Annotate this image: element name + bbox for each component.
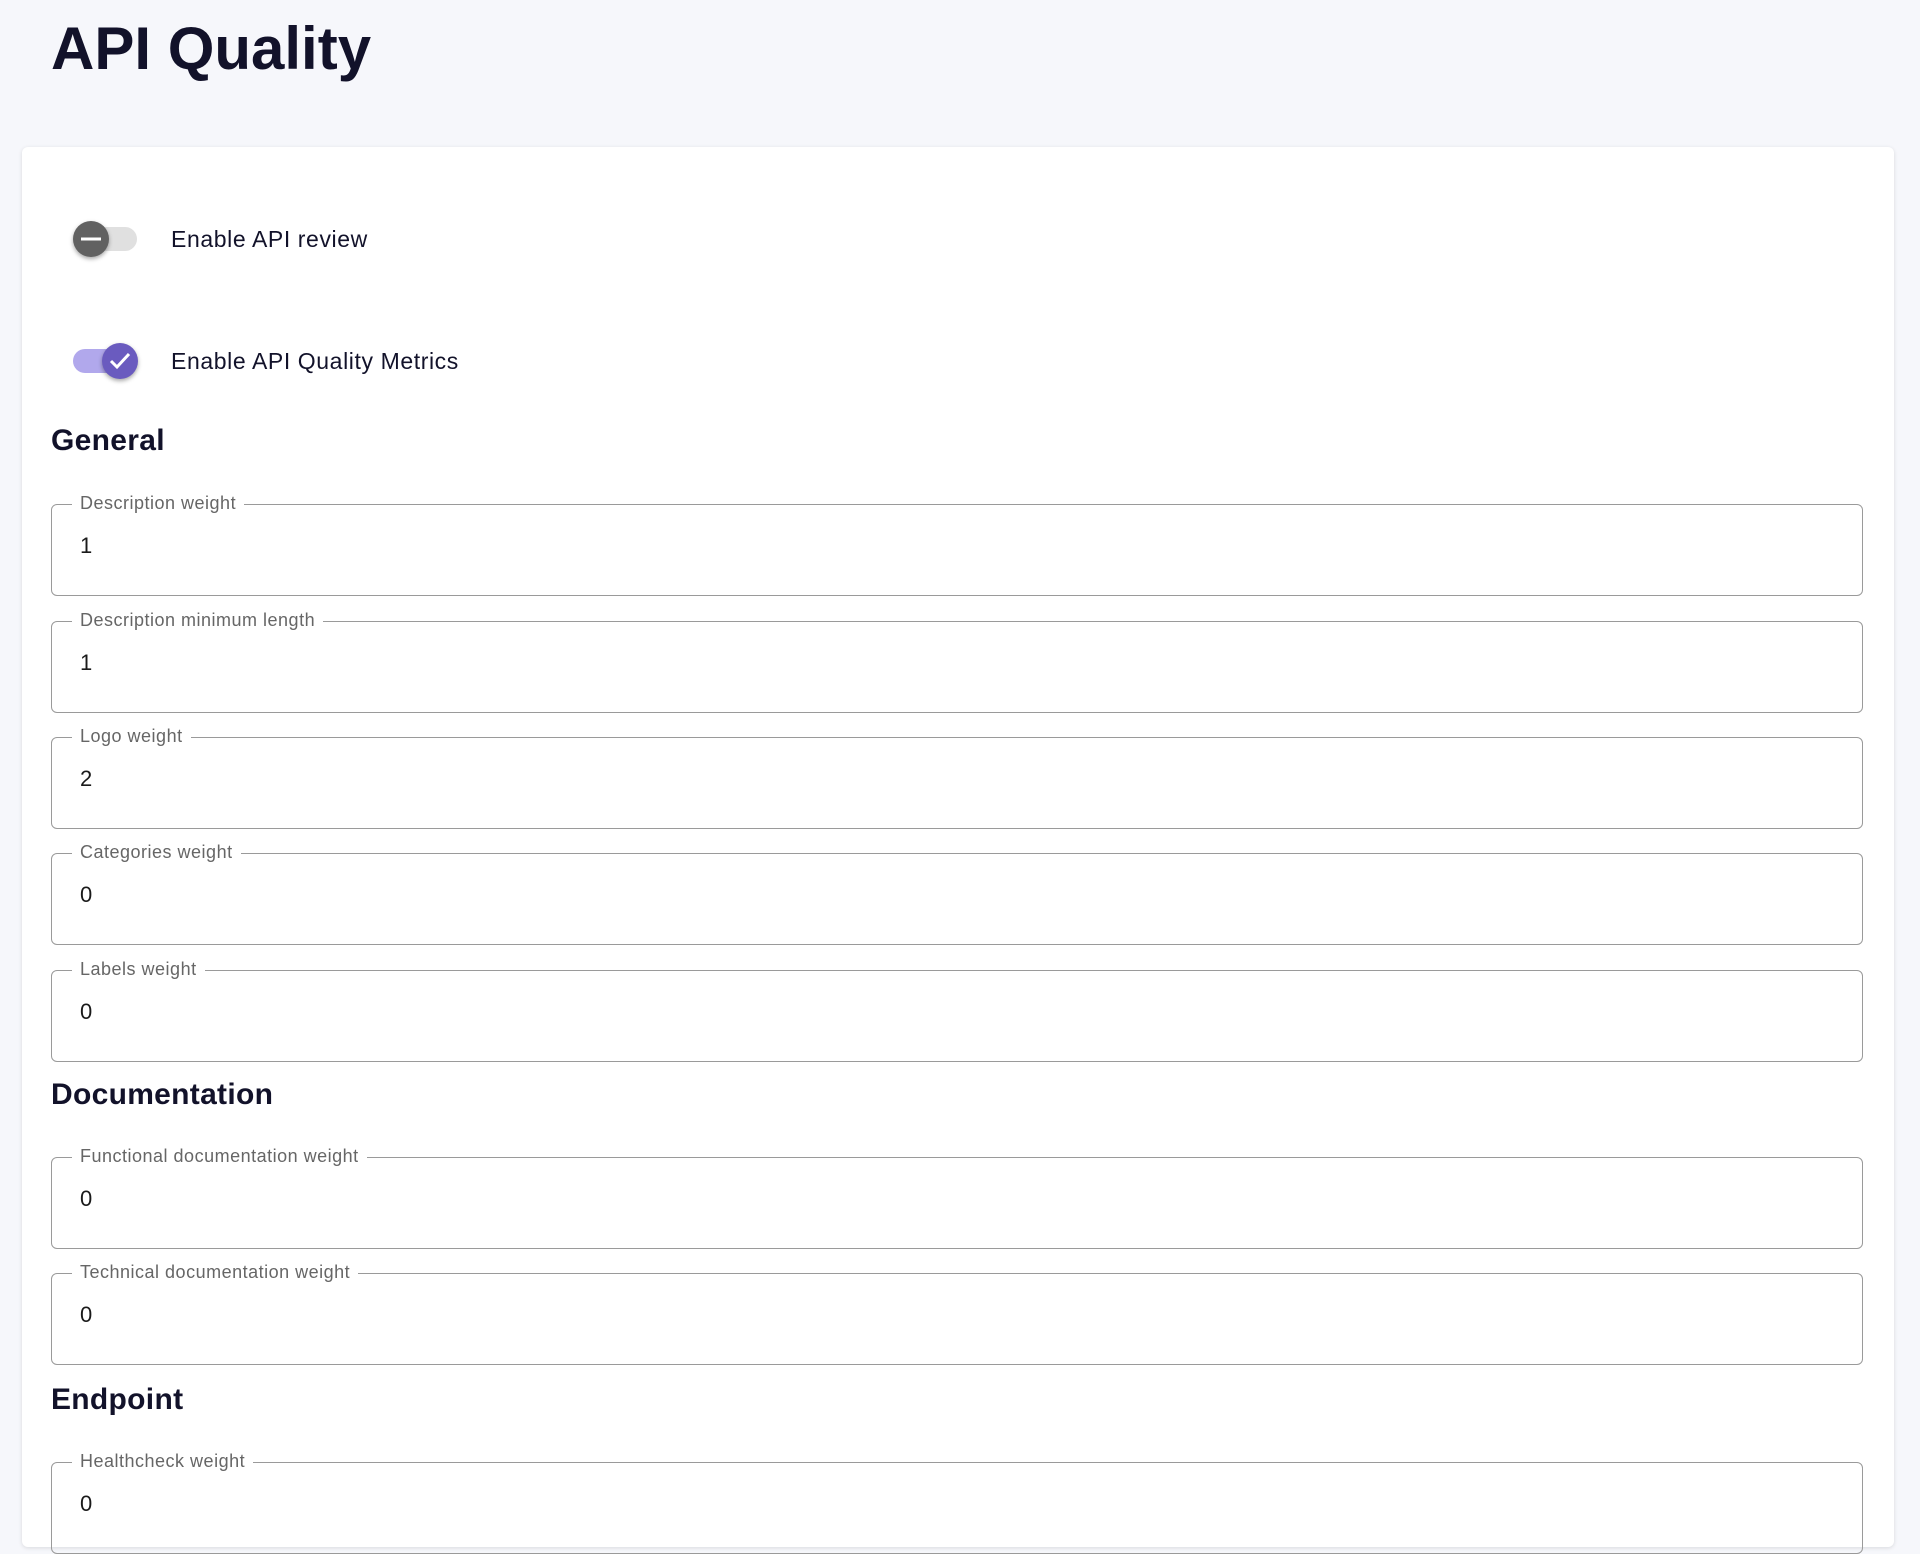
description-minimum-length-field[interactable]: Description minimum length: [51, 610, 1863, 713]
section-heading-endpoint: Endpoint: [51, 1383, 184, 1416]
section-heading-documentation: Documentation: [51, 1078, 274, 1111]
healthcheck-weight-field[interactable]: Healthcheck weight: [51, 1451, 1863, 1554]
healthcheck-weight-input[interactable]: [80, 1491, 1780, 1517]
minus-icon: [81, 237, 101, 241]
functional-documentation-weight-input[interactable]: [80, 1186, 1780, 1212]
categories-weight-field[interactable]: Categories weight: [51, 842, 1863, 945]
labels-weight-input[interactable]: [80, 999, 1780, 1025]
description-weight-field[interactable]: Description weight: [51, 493, 1863, 596]
field-label: Technical documentation weight: [72, 1262, 359, 1283]
check-icon: [109, 352, 131, 370]
technical-documentation-weight-input[interactable]: [80, 1302, 1780, 1328]
technical-documentation-weight-field[interactable]: Technical documentation weight: [51, 1262, 1863, 1365]
description-weight-input[interactable]: [80, 533, 1780, 559]
field-label: Healthcheck weight: [72, 1451, 254, 1472]
page-title: API Quality: [51, 15, 372, 82]
description-minimum-length-input[interactable]: [80, 650, 1780, 676]
categories-weight-input[interactable]: [80, 882, 1780, 908]
labels-weight-field[interactable]: Labels weight: [51, 959, 1863, 1062]
field-label: Logo weight: [72, 726, 191, 747]
logo-weight-input[interactable]: [80, 766, 1780, 792]
logo-weight-field[interactable]: Logo weight: [51, 726, 1863, 829]
section-heading-general: General: [51, 424, 165, 457]
toggle-label: Enable API review: [171, 225, 368, 252]
field-label: Description weight: [72, 493, 245, 514]
field-label: Categories weight: [72, 842, 241, 863]
field-label: Functional documentation weight: [72, 1146, 367, 1167]
field-label: Labels weight: [72, 959, 205, 980]
toggle-thumb[interactable]: [73, 221, 109, 257]
toggle-label: Enable API Quality Metrics: [171, 347, 459, 374]
functional-documentation-weight-field[interactable]: Functional documentation weight: [51, 1146, 1863, 1249]
field-label: Description minimum length: [72, 610, 324, 631]
toggle-thumb[interactable]: [102, 343, 138, 379]
